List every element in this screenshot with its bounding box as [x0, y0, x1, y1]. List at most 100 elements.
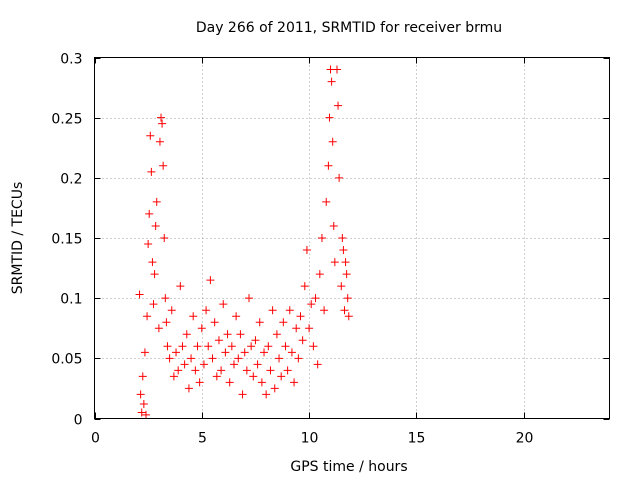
data-point	[176, 282, 185, 291]
data-point	[154, 324, 163, 333]
x-tick-label: 15	[408, 431, 426, 447]
data-point	[161, 294, 170, 303]
data-point	[340, 306, 349, 315]
data-point	[229, 360, 238, 369]
y-tick-label: 0.3	[60, 52, 82, 68]
data-point	[275, 354, 284, 363]
data-point	[155, 137, 164, 146]
data-point	[212, 372, 221, 381]
y-tick-label: 0.15	[51, 232, 82, 248]
data-point	[292, 324, 301, 333]
data-point	[290, 378, 299, 387]
data-point	[283, 366, 292, 375]
data-point	[281, 342, 290, 351]
plot-area-frame	[94, 57, 610, 419]
data-point	[184, 384, 193, 393]
data-point	[305, 324, 314, 333]
data-point	[191, 366, 200, 375]
data-point	[330, 258, 339, 267]
x-tick-label: 10	[301, 431, 319, 447]
data-point	[245, 294, 253, 303]
data-point	[260, 348, 269, 357]
data-point	[327, 77, 336, 86]
data-point	[158, 119, 167, 128]
data-point	[152, 197, 161, 206]
y-tick-label: 0.1	[60, 292, 82, 308]
data-point	[249, 372, 258, 381]
data-point	[210, 318, 219, 327]
data-point	[337, 282, 346, 291]
data-point	[159, 161, 168, 170]
data-point	[169, 372, 178, 381]
data-point	[221, 348, 230, 357]
grid-lines	[94, 57, 610, 419]
data-point	[253, 360, 262, 369]
data-point	[266, 366, 275, 375]
data-point	[300, 282, 309, 291]
data-point	[302, 246, 311, 255]
data-point	[325, 113, 334, 122]
data-point	[251, 336, 260, 345]
data-point	[197, 324, 206, 333]
data-point	[142, 410, 150, 419]
data-point	[238, 390, 247, 399]
data-point	[148, 258, 157, 267]
data-point	[311, 294, 320, 303]
data-point	[329, 221, 338, 230]
data-point	[145, 209, 154, 218]
data-point	[147, 167, 156, 176]
x-axis-title: GPS time / hours	[290, 459, 407, 475]
axis-ticks	[94, 57, 610, 420]
data-point	[137, 408, 146, 417]
data-point	[270, 384, 279, 393]
data-point	[257, 378, 266, 387]
data-point	[341, 258, 350, 267]
y-axis-title: SRMTID / TECUs	[10, 182, 26, 295]
y-tick-label: 0.05	[51, 352, 82, 368]
data-point	[335, 173, 344, 182]
data-point	[328, 137, 337, 146]
data-point	[217, 366, 226, 375]
data-point	[204, 342, 213, 351]
data-point	[208, 354, 217, 363]
data-point	[277, 372, 286, 381]
data-point	[232, 312, 241, 321]
data-point	[309, 342, 318, 351]
data-point	[315, 270, 324, 279]
data-point	[320, 306, 329, 315]
data-point	[140, 348, 149, 357]
data-point	[307, 300, 316, 309]
data-point	[294, 354, 303, 363]
data-point	[143, 312, 152, 321]
data-point	[227, 342, 236, 351]
data-point	[138, 372, 147, 381]
data-point	[344, 312, 353, 321]
x-tick-label: 0	[91, 431, 100, 447]
data-point	[247, 342, 256, 351]
data-point	[240, 348, 249, 357]
data-point	[136, 390, 145, 399]
data-point	[272, 330, 281, 339]
chart-title: Day 266 of 2011, SRMTID for receiver brm…	[196, 20, 502, 36]
data-point	[195, 378, 204, 387]
data-point	[236, 330, 245, 339]
data-point	[178, 342, 187, 351]
y-tick-label: 0	[74, 413, 83, 429]
data-point	[172, 348, 181, 357]
data-point	[139, 400, 148, 409]
data-point	[262, 390, 271, 399]
data-point	[163, 342, 172, 351]
data-point	[287, 348, 296, 357]
data-point	[296, 312, 305, 321]
data-point	[317, 234, 326, 242]
data-point	[324, 161, 333, 170]
data-point	[343, 294, 352, 303]
data-point	[206, 276, 215, 285]
data-point	[339, 246, 348, 255]
data-point	[182, 330, 191, 339]
data-point	[149, 300, 158, 309]
x-tick-label: 20	[516, 431, 534, 447]
data-point	[234, 354, 243, 363]
data-point	[199, 360, 208, 369]
